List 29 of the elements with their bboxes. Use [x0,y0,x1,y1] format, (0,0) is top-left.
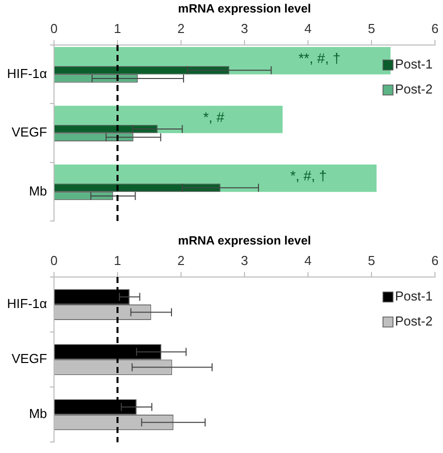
x-tick-label: 1 [114,20,122,36]
x-tick-label: 4 [304,20,312,36]
annotation: *, # [203,108,224,125]
legend-label: Post-2 [395,82,433,97]
y-tick-label: Mb [28,183,48,198]
y-tick-label: HIF-1α [7,296,48,312]
x-tick-label: 2 [177,252,185,268]
x-axis-title: mRNA expression level [178,234,311,248]
y-tick-label: Mb [28,406,48,422]
x-tick-label: 0 [50,252,58,268]
y-tick-label: HIF-1α [7,66,48,81]
x-tick-label: 5 [368,252,376,268]
y-tick-label: VEGF [12,351,48,366]
x-tick-label: 1 [114,252,122,268]
annotation: **, #, † [298,50,341,66]
legend-label: Post-1 [395,288,433,304]
x-tick-label: 4 [304,252,312,268]
x-axis-title: mRNA expression level [178,2,311,16]
x-tick-label: 6 [431,20,439,36]
y-tick-label: VEGF [12,124,48,140]
x-tick-label: 2 [177,20,185,36]
x-tick-label: 6 [431,252,439,268]
x-tick-label: 3 [240,252,248,268]
x-tick-label: 0 [50,20,58,36]
legend-label: Post-1 [395,56,433,72]
x-tick-label: 3 [240,20,248,36]
x-tick-label: 5 [368,20,376,36]
annotation: *, #, † [290,168,327,184]
legend-label: Post-2 [395,314,433,329]
